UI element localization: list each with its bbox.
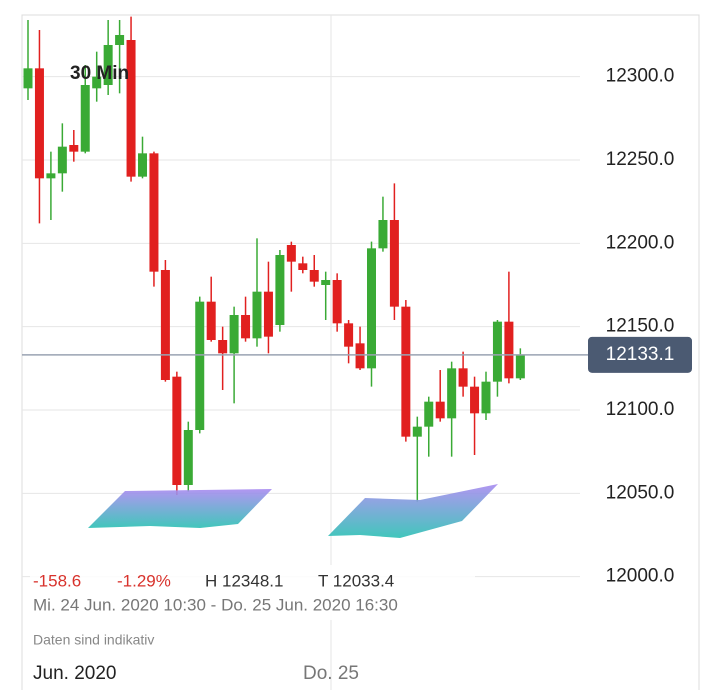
- candle-body: [355, 343, 365, 369]
- y-tick-label: 12200.0: [606, 232, 675, 253]
- candle-body: [515, 354, 525, 379]
- candle-body: [378, 220, 388, 249]
- candle-body: [183, 430, 193, 485]
- candle-body: [80, 85, 90, 152]
- session-high: H 12348.1: [205, 571, 283, 590]
- change-pct: -1.29%: [117, 571, 171, 590]
- candle-body: [229, 315, 239, 354]
- candle-body: [481, 381, 491, 414]
- candle-body: [149, 153, 159, 272]
- candle-body: [401, 306, 411, 437]
- candle-body: [195, 301, 205, 430]
- x-label: Do. 25: [303, 663, 359, 684]
- candle-body: [332, 280, 342, 324]
- data-note: Daten sind indikativ: [33, 632, 154, 648]
- y-tick-label: 12050.0: [606, 482, 675, 503]
- candle-body: [241, 315, 251, 339]
- session-low: T 12033.4: [318, 571, 394, 590]
- candle-body: [172, 376, 182, 485]
- candle-body: [206, 301, 216, 340]
- candle-body: [126, 40, 136, 177]
- candle-body: [92, 76, 102, 89]
- y-tick-label: 12150.0: [606, 316, 675, 337]
- candle-body: [263, 291, 273, 337]
- candle-body: [275, 255, 285, 325]
- candle-body: [470, 386, 480, 414]
- candle-body: [115, 35, 125, 45]
- candle-body: [298, 263, 308, 270]
- redaction-smear: [88, 489, 272, 528]
- y-tick-label: 12250.0: [606, 149, 675, 170]
- candle-body: [458, 368, 468, 387]
- candle-body: [389, 220, 399, 307]
- candle-body: [424, 401, 434, 427]
- candle-body: [412, 426, 422, 437]
- interval-label: 30 Min: [70, 63, 129, 84]
- redaction-smear: [328, 484, 498, 538]
- last-price-badge: [588, 336, 692, 373]
- candle-body: [57, 146, 67, 174]
- y-tick-label: 12300.0: [606, 66, 675, 87]
- candle-body: [160, 270, 170, 380]
- candle-body: [252, 291, 262, 339]
- date-range: Mi. 24 Jun. 2020 10:30 - Do. 25 Jun. 202…: [33, 595, 398, 614]
- candle-body: [367, 248, 376, 369]
- candle-body: [492, 321, 502, 382]
- candle-body: [46, 173, 56, 179]
- change: -158.6: [33, 571, 81, 590]
- x-label: Jun. 2020: [33, 663, 116, 684]
- candle-body: [309, 270, 319, 282]
- y-tick-label: 12000.0: [606, 566, 675, 587]
- candle-body: [23, 68, 33, 89]
- candle-body: [321, 280, 331, 285]
- candle-body: [218, 340, 228, 354]
- candle-body: [435, 401, 445, 419]
- y-tick-label: 12100.0: [606, 399, 675, 420]
- candle-body: [447, 368, 457, 419]
- candle-body: [103, 45, 113, 85]
- candle-body: [344, 323, 354, 347]
- candle-body: [138, 153, 147, 177]
- candle-body: [34, 68, 44, 179]
- candle-body: [69, 145, 79, 152]
- last-price-label: 12133.1: [606, 344, 675, 365]
- candle-body: [504, 321, 514, 379]
- candle-body: [286, 245, 296, 262]
- info-backdrop: [30, 565, 475, 620]
